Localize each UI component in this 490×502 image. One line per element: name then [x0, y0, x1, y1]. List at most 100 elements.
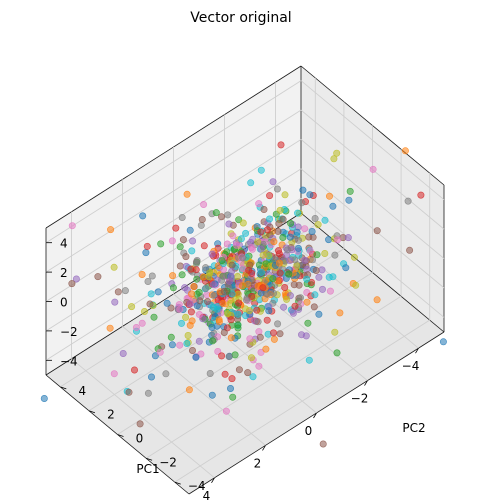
data-point	[209, 337, 217, 345]
z-tick-label: −2	[60, 325, 78, 339]
data-point	[229, 232, 237, 240]
data-point	[245, 307, 253, 315]
x-tick-label: 0	[305, 424, 313, 438]
data-point	[279, 234, 287, 242]
data-point	[293, 262, 301, 270]
data-point	[330, 155, 338, 163]
data-point	[169, 272, 177, 280]
data-point	[401, 147, 409, 155]
data-point	[259, 284, 267, 292]
data-point	[188, 317, 196, 325]
data-point	[325, 273, 333, 281]
data-point	[206, 369, 214, 377]
data-point	[224, 310, 232, 318]
data-point	[311, 291, 319, 299]
data-point	[142, 249, 150, 257]
data-point	[176, 341, 184, 349]
data-point	[286, 256, 294, 264]
data-point	[119, 349, 127, 357]
data-point	[281, 191, 289, 199]
x-tick-mark	[313, 412, 317, 419]
data-point	[214, 347, 222, 355]
data-point	[313, 251, 321, 259]
data-point	[344, 234, 352, 242]
data-point	[331, 328, 339, 336]
data-point	[294, 244, 302, 252]
data-point	[333, 236, 341, 244]
data-point	[187, 265, 195, 273]
data-point	[279, 215, 287, 223]
data-point	[274, 227, 282, 235]
data-point	[190, 283, 198, 291]
data-point	[225, 353, 233, 361]
data-point	[256, 333, 264, 341]
data-point	[68, 222, 76, 230]
data-point	[294, 236, 302, 244]
y-tick-mark	[145, 457, 153, 461]
x-tick-mark	[364, 380, 368, 386]
data-point	[255, 200, 263, 208]
data-point	[197, 350, 205, 358]
data-point	[172, 224, 180, 232]
data-point	[178, 214, 186, 222]
data-point	[309, 256, 317, 264]
data-point	[110, 263, 118, 271]
data-point	[220, 328, 228, 336]
data-point	[146, 300, 154, 308]
y-grid-floor	[145, 295, 402, 459]
data-point	[287, 219, 295, 227]
y-tick-mark	[88, 410, 96, 414]
data-point	[269, 275, 277, 283]
data-point	[212, 209, 220, 217]
data-point	[333, 349, 341, 357]
data-point	[301, 225, 309, 233]
data-point	[228, 261, 236, 269]
data-point	[306, 191, 314, 199]
data-point	[193, 275, 201, 283]
data-point	[248, 245, 256, 253]
data-point	[244, 369, 252, 377]
data-point	[125, 388, 133, 396]
data-point	[275, 259, 283, 267]
data-point	[242, 229, 250, 237]
data-point	[275, 250, 283, 258]
data-point	[132, 323, 140, 331]
data-point	[193, 256, 201, 264]
z-grid-back-left	[45, 80, 302, 244]
data-point	[136, 420, 144, 428]
data-point	[229, 393, 237, 401]
data-point	[325, 236, 333, 244]
data-point	[246, 335, 254, 343]
data-point	[167, 304, 175, 312]
data-point	[319, 440, 327, 448]
data-point	[333, 149, 341, 157]
data-point	[176, 243, 184, 251]
x-tick-label: 2	[254, 456, 262, 470]
data-point	[195, 288, 203, 296]
data-point	[143, 242, 151, 250]
data-point	[247, 179, 255, 187]
data-point	[178, 319, 186, 327]
data-point	[262, 345, 270, 353]
data-point	[234, 310, 242, 318]
data-point	[266, 192, 274, 200]
data-point	[262, 276, 270, 284]
data-point	[227, 334, 235, 342]
data-point	[167, 333, 175, 341]
data-point	[138, 270, 146, 278]
data-point	[352, 281, 360, 289]
data-point	[227, 273, 235, 281]
data-point	[183, 190, 191, 198]
data-point	[239, 254, 247, 262]
y-tick-mark	[117, 434, 124, 437]
data-point	[294, 209, 302, 217]
data-point	[150, 313, 158, 321]
data-point	[345, 196, 353, 204]
y-grid-floor	[174, 319, 430, 483]
data-point	[234, 321, 242, 329]
data-point	[270, 335, 278, 343]
x-tick-mark	[262, 445, 266, 451]
y-tick-label: 4	[78, 384, 86, 398]
data-point	[186, 226, 194, 234]
data-point	[269, 178, 277, 186]
